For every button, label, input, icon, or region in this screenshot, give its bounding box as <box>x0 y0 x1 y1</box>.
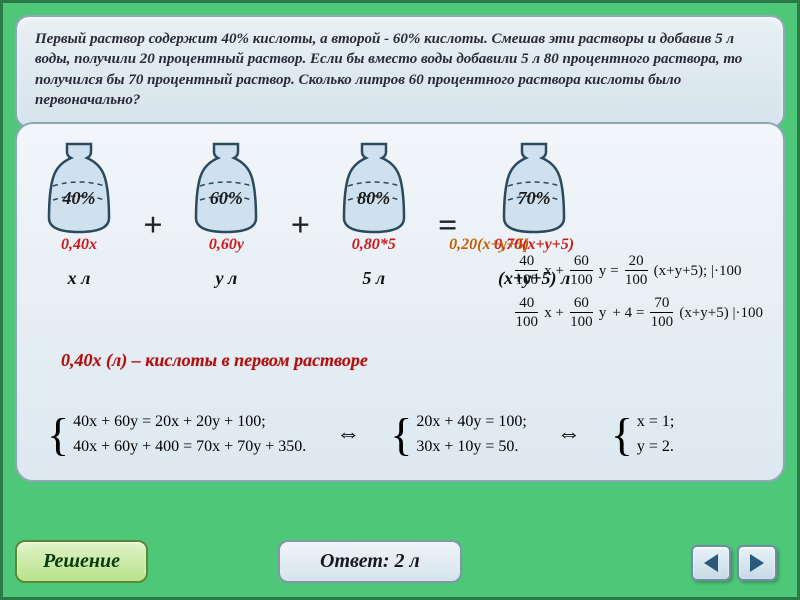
sys1-eq1: 40x + 60y = 20x + 20y + 100; <box>73 409 306 435</box>
brace-icon: { <box>611 423 633 446</box>
jar-4-pct: 70% <box>494 188 574 209</box>
iff-icon: ⇔ <box>557 421 581 448</box>
jar-1: 40% <box>39 142 119 234</box>
jar-3-vol: 5 л <box>332 268 416 289</box>
jar-col-2: 60% 0,60y y л <box>184 142 268 289</box>
problem-text: Первый раствор содержит 40% кислоты, а в… <box>35 31 742 108</box>
jar-4: 70% <box>494 142 574 234</box>
jar-2-acid: 0,60y <box>184 236 268 254</box>
sys2-eq2: 30x + 10y = 50. <box>416 434 527 460</box>
brace-icon: { <box>47 423 69 446</box>
jar-2-pct: 60% <box>186 188 266 209</box>
frac-line-2: 40100 x + 60100 y + 4 = 70100 (x+y+5) |·… <box>515 296 763 330</box>
equation-systems: { 40x + 60y = 20x + 20y + 100; 40x + 60y… <box>47 409 763 460</box>
jar-col-3: 80% 0,80*5 5 л <box>332 142 416 289</box>
fraction-equations: 40100 x + 60100 y = 20100 (x+y+5); |·100… <box>515 254 763 338</box>
overlay-red-text: 0,40x (л) – кислоты в первом растворе <box>61 350 368 371</box>
brace-icon: { <box>390 423 412 446</box>
jar-1-vol: x л <box>37 268 121 289</box>
arrow-left-icon <box>704 554 718 572</box>
jar-1-acid: 0,40x <box>37 236 121 254</box>
op-plus-2: + <box>290 207 309 245</box>
nav-buttons <box>691 545 777 581</box>
jar-col-1: 40% 0,40x x л <box>37 142 121 289</box>
jar-3-acid: 0,80*5 <box>332 236 416 254</box>
frac-line-1: 40100 x + 60100 y = 20100 (x+y+5); |·100 <box>515 254 763 288</box>
jar-3-pct: 80% <box>334 188 414 209</box>
solution-button[interactable]: Решение <box>15 540 148 583</box>
sys1-eq2: 40x + 60y + 400 = 70x + 70y + 350. <box>73 434 306 460</box>
sys3-eq1: x = 1; <box>637 409 674 435</box>
arrow-right-icon <box>750 554 764 572</box>
jar-4-acid: 0,70(x+y+5) 0,20(x+y+5) <box>479 236 589 254</box>
problem-statement: Первый раствор содержит 40% кислоты, а в… <box>15 15 785 128</box>
sys3-eq2: y = 2. <box>637 434 674 460</box>
op-plus-1: + <box>143 207 162 245</box>
jar-3: 80% <box>334 142 414 234</box>
jar-2: 60% <box>186 142 266 234</box>
jar-1-pct: 40% <box>39 188 119 209</box>
slide-frame: Первый раствор содержит 40% кислоты, а в… <box>0 0 800 600</box>
jar-2-vol: y л <box>184 268 268 289</box>
work-panel: 40% 0,40x x л + 60% 0,60y y л + 80% <box>15 122 785 482</box>
nav-prev-button[interactable] <box>691 545 731 581</box>
iff-icon: ⇔ <box>336 421 360 448</box>
bottom-bar: Решение Ответ: 2 л <box>15 540 785 583</box>
answer-button[interactable]: Ответ: 2 л <box>278 540 462 583</box>
sys2-eq1: 20x + 40y = 100; <box>416 409 527 435</box>
nav-next-button[interactable] <box>737 545 777 581</box>
